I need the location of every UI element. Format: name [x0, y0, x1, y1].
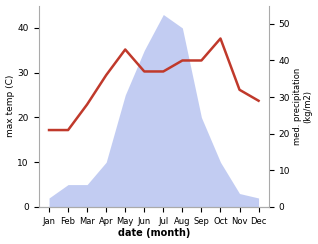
- Y-axis label: max temp (C): max temp (C): [5, 75, 15, 137]
- Y-axis label: med. precipitation
(kg/m2): med. precipitation (kg/m2): [293, 68, 313, 145]
- X-axis label: date (month): date (month): [118, 228, 190, 238]
